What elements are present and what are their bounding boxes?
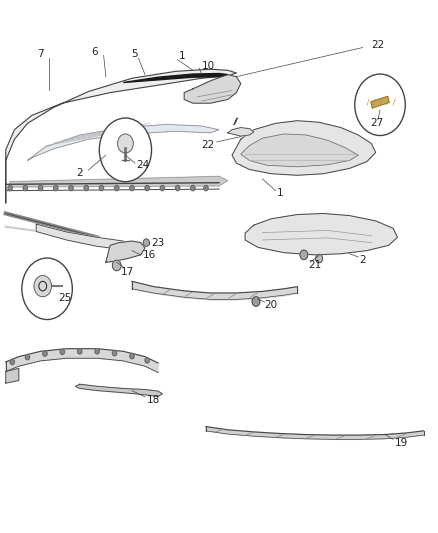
Text: 5: 5 <box>131 50 138 59</box>
Text: 25: 25 <box>58 293 71 303</box>
Circle shape <box>355 74 405 135</box>
Polygon shape <box>106 241 145 262</box>
Polygon shape <box>10 176 228 187</box>
Text: 6: 6 <box>92 47 98 56</box>
Polygon shape <box>184 75 241 103</box>
Text: 21: 21 <box>308 261 321 270</box>
Polygon shape <box>245 214 397 255</box>
Text: 1: 1 <box>179 51 185 61</box>
Circle shape <box>43 351 47 356</box>
Circle shape <box>23 185 28 191</box>
Text: 24: 24 <box>136 160 149 169</box>
Text: 19: 19 <box>395 438 408 448</box>
Circle shape <box>113 260 121 271</box>
Circle shape <box>204 185 208 191</box>
Text: 1: 1 <box>277 188 283 198</box>
Text: 16: 16 <box>143 250 156 260</box>
Circle shape <box>113 351 117 356</box>
Circle shape <box>130 185 134 191</box>
Circle shape <box>176 185 180 191</box>
Circle shape <box>25 354 30 360</box>
Polygon shape <box>75 384 162 397</box>
Text: 20: 20 <box>265 300 278 310</box>
Circle shape <box>10 359 14 365</box>
Polygon shape <box>6 349 158 373</box>
Circle shape <box>130 353 134 359</box>
Polygon shape <box>371 96 389 108</box>
Circle shape <box>78 349 82 354</box>
Text: 22: 22 <box>371 40 385 50</box>
Text: 10: 10 <box>201 61 215 71</box>
Circle shape <box>95 349 99 354</box>
Polygon shape <box>241 134 358 167</box>
Polygon shape <box>132 281 297 300</box>
Text: 2: 2 <box>76 168 83 177</box>
Polygon shape <box>228 127 254 136</box>
Circle shape <box>84 185 88 191</box>
Circle shape <box>300 250 308 260</box>
Polygon shape <box>6 69 237 203</box>
Polygon shape <box>206 426 424 439</box>
Circle shape <box>22 258 72 319</box>
Polygon shape <box>6 368 19 383</box>
Circle shape <box>316 254 322 263</box>
Polygon shape <box>28 124 219 160</box>
Circle shape <box>53 185 58 191</box>
Text: 18: 18 <box>147 395 160 405</box>
Circle shape <box>252 297 260 306</box>
Circle shape <box>69 185 73 191</box>
Circle shape <box>117 134 133 153</box>
Polygon shape <box>36 224 127 249</box>
Circle shape <box>39 185 43 191</box>
Text: 22: 22 <box>201 140 215 150</box>
Text: 7: 7 <box>37 50 44 59</box>
Text: 17: 17 <box>121 267 134 277</box>
Text: 2: 2 <box>359 255 366 265</box>
Circle shape <box>34 276 51 297</box>
Polygon shape <box>123 74 228 83</box>
Circle shape <box>99 118 152 182</box>
Polygon shape <box>232 120 376 175</box>
Circle shape <box>60 349 64 354</box>
Circle shape <box>191 185 195 191</box>
Text: 23: 23 <box>152 238 165 248</box>
Circle shape <box>99 185 104 191</box>
Circle shape <box>143 239 149 246</box>
Circle shape <box>8 185 12 191</box>
Circle shape <box>115 185 119 191</box>
Circle shape <box>145 358 149 363</box>
Text: 27: 27 <box>370 118 383 128</box>
Circle shape <box>160 185 165 191</box>
Circle shape <box>145 185 149 191</box>
